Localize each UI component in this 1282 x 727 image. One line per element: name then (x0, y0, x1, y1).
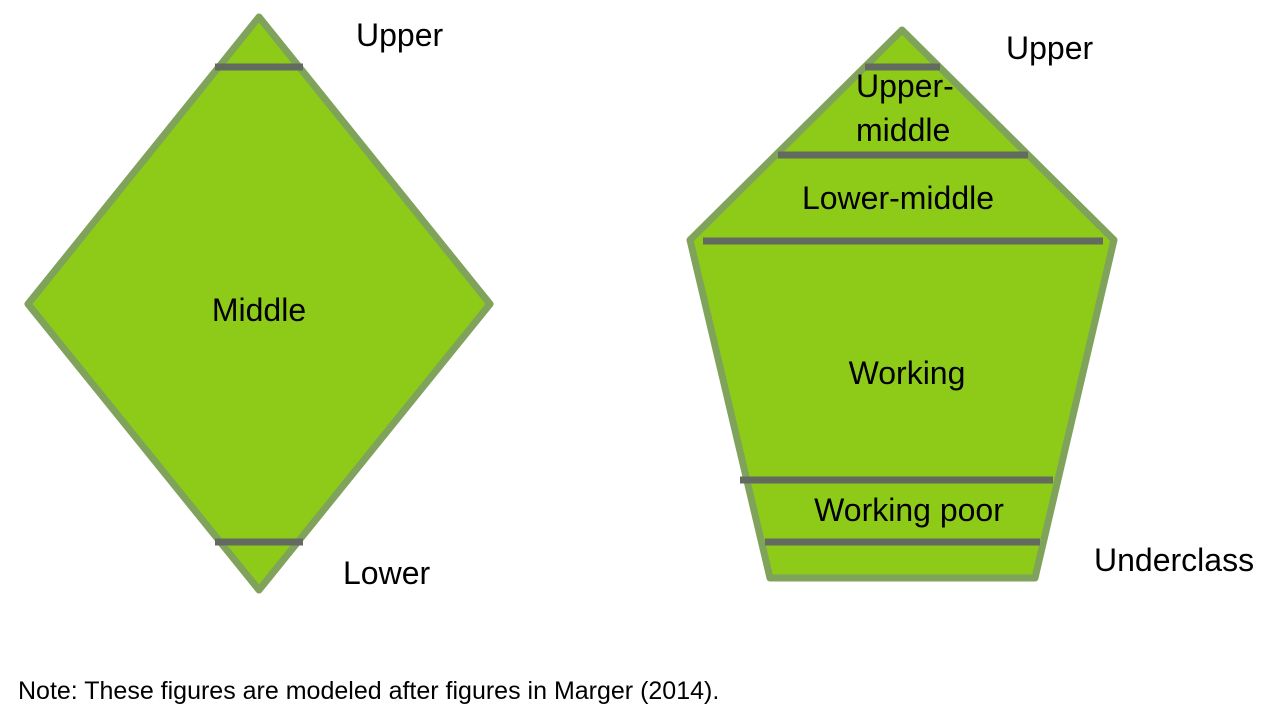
pentagon-working-label: Working (849, 355, 966, 391)
diamond-middle-label: Middle (212, 292, 306, 328)
pentagon-upper-middle-label-line1: Upper- (856, 68, 954, 104)
pentagon-upper-label: Upper (1006, 30, 1094, 66)
pentagon-underclass-label: Underclass (1094, 542, 1254, 578)
pentagon-working-poor-label: Working poor (814, 492, 1004, 528)
source-note: Note: These figures are modeled after fi… (18, 677, 720, 705)
pentagon-upper-middle-label-line2: middle (856, 112, 950, 148)
diamond-model: Upper Middle Lower (24, 13, 494, 594)
pentagon-model: Upper Upper- middle Lower-middle Working… (686, 26, 1254, 582)
diamond-lower-label: Lower (343, 555, 431, 591)
pentagon-shape (686, 26, 1118, 582)
pentagon-lower-middle-label: Lower-middle (802, 180, 994, 216)
diamond-shape (24, 13, 494, 594)
diamond-upper-label: Upper (356, 17, 444, 53)
